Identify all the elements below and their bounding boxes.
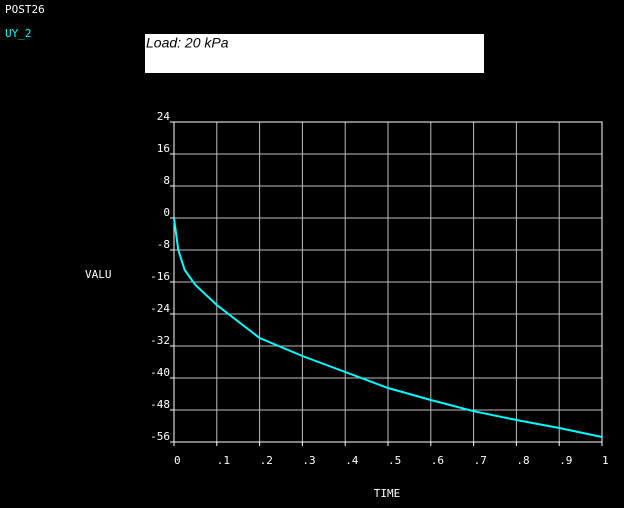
data-line	[173, 217, 603, 438]
y-tick-label: 24	[157, 110, 171, 123]
x-tick-label: 0	[174, 454, 181, 467]
plot-frame	[173, 121, 603, 443]
annotation: Load: 20 kPa	[146, 35, 229, 51]
y-tick-label: -56	[150, 430, 170, 443]
x-tick-label: .3	[302, 454, 315, 467]
x-tick-label: .1	[217, 454, 230, 467]
x-axis-label: TIME	[374, 487, 401, 500]
x-tick-label: .7	[474, 454, 487, 467]
y-tick-label: 0	[163, 206, 170, 219]
x-tick-label: .4	[345, 454, 359, 467]
y-tick-label: -40	[150, 366, 170, 379]
x-tick-label: 1	[602, 454, 609, 467]
y-tick-label: -32	[150, 334, 170, 347]
y-tick-label: 16	[157, 142, 170, 155]
x-tick-label: .5	[388, 454, 401, 467]
y-tick-label: 8	[163, 174, 170, 187]
y-tick-label: -48	[150, 398, 170, 411]
x-tick-label: .6	[431, 454, 444, 467]
x-tick-label: .8	[516, 454, 529, 467]
legend-entry: UY_2	[5, 27, 32, 40]
x-tick-label: .2	[260, 454, 273, 467]
y-tick-label: -8	[157, 238, 170, 251]
program-label: POST26	[5, 3, 45, 16]
x-tick-label: .9	[559, 454, 572, 467]
y-axis-label: VALU	[85, 268, 112, 281]
y-tick-label: -24	[150, 302, 170, 315]
annotation-box	[145, 34, 484, 73]
y-tick-label: -16	[150, 270, 170, 283]
